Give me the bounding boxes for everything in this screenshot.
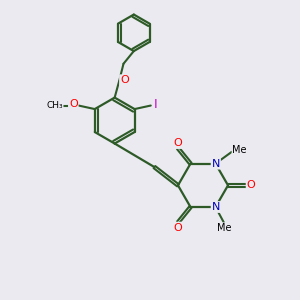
- Text: CH₃: CH₃: [46, 101, 63, 110]
- Text: O: O: [69, 99, 78, 110]
- Text: O: O: [174, 138, 182, 148]
- Text: Me: Me: [232, 145, 247, 155]
- Text: Me: Me: [217, 223, 231, 233]
- Text: O: O: [247, 180, 255, 190]
- Text: O: O: [174, 223, 182, 232]
- Text: N: N: [212, 159, 220, 169]
- Text: N: N: [212, 202, 220, 212]
- Text: O: O: [120, 75, 129, 85]
- Text: I: I: [154, 98, 158, 111]
